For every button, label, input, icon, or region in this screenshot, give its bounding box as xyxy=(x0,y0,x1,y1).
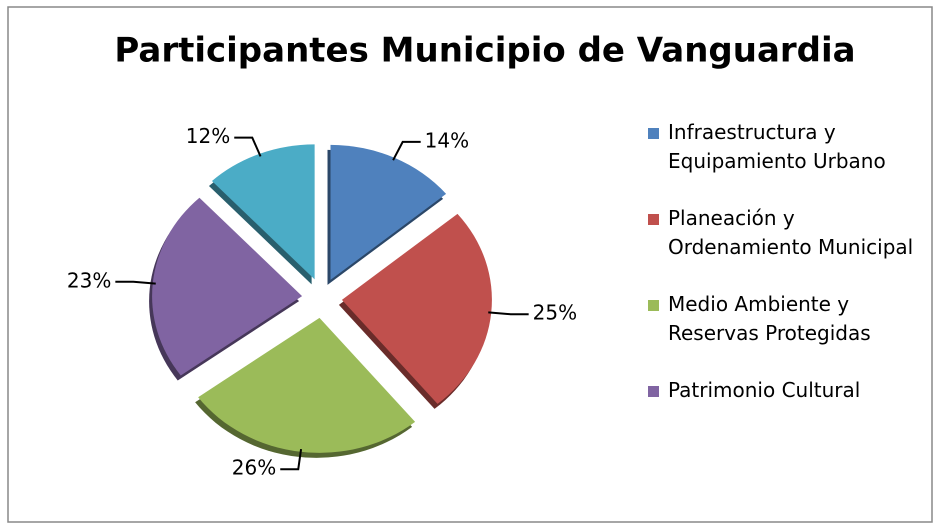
legend-label: Medio Ambiente y Reservas Protegidas xyxy=(668,292,871,345)
slice xyxy=(198,317,416,453)
legend-label: Planeación y Ordenamiento Municipal xyxy=(668,206,914,259)
data-label: 26% xyxy=(232,456,276,480)
legend-swatch xyxy=(648,128,659,139)
legend-swatch xyxy=(648,386,659,397)
leader-line xyxy=(280,448,303,471)
legend-label: Patrimonio Cultural xyxy=(668,378,861,402)
data-label: 23% xyxy=(67,268,111,292)
legend-label: Infraestructura y Equipamiento Urbano xyxy=(668,120,886,173)
slice xyxy=(330,144,447,280)
leader-line xyxy=(488,311,529,316)
legend-item: Patrimonio Cultural xyxy=(648,376,928,405)
legend-item: Infraestructura y Equipamiento Urbano xyxy=(648,118,928,176)
legend-item: Planeación y Ordenamiento Municipal xyxy=(648,204,928,262)
slice xyxy=(152,197,303,376)
legend-swatch xyxy=(648,300,659,311)
slice xyxy=(211,144,315,280)
chart-title: Participantes Municipio de Vanguardia xyxy=(114,31,855,71)
data-label: 14% xyxy=(425,128,469,152)
leader-line xyxy=(234,136,262,157)
data-label: 25% xyxy=(533,301,577,325)
legend: Infraestructura y Equipamiento Urbano Pla… xyxy=(648,118,928,433)
data-label: 12% xyxy=(186,124,230,148)
legend-item: Medio Ambiente y Reservas Protegidas xyxy=(648,290,928,348)
slice xyxy=(341,213,492,404)
leader-line xyxy=(392,140,421,161)
legend-swatch xyxy=(648,214,659,225)
leader-line xyxy=(115,280,156,285)
